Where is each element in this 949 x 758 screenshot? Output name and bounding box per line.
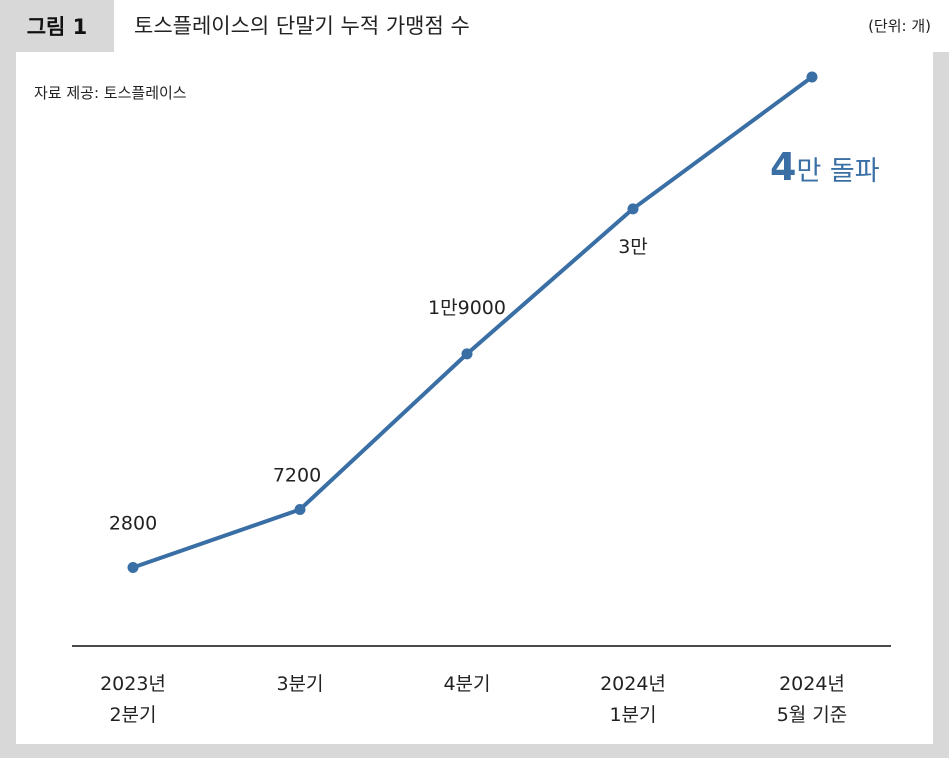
figure-label: 그림 1 [26, 15, 88, 39]
data-point [461, 348, 473, 360]
x-tick-label: 3분기 [276, 673, 323, 695]
x-tick-label: 2024년 [779, 673, 845, 695]
chart-panel: 2800 7200 1만9000 3만 2023년 2분기 3분기 4분기 2024년 1분기 20… [16, 52, 933, 744]
line-chart: 2800 7200 1만9000 3만 2023년 2분기 3분기 4분기 2024년 1분기 20… [72, 71, 891, 726]
figure-header: 그림 1 토스플레이스의 단말기 누적 가맹점 수 (단위: 개) [0, 0, 949, 52]
data-point [294, 503, 306, 515]
callout-text: 4만 돌파 [770, 145, 880, 189]
callout-suffix: 만 돌파 [796, 156, 879, 187]
x-tick-label: 2023년 [100, 673, 166, 695]
data-label: 7200 [273, 464, 321, 486]
series-line [131, 75, 814, 570]
x-tick-label: 2024년 [600, 673, 666, 695]
source-note: 자료 제공: 토스플레이스 [34, 84, 187, 102]
figure-title-bar: 토스플레이스의 단말기 누적 가맹점 수 (단위: 개) [114, 0, 949, 52]
data-label: 2800 [109, 512, 157, 534]
data-point [806, 71, 818, 83]
x-tick-label: 4분기 [443, 673, 490, 695]
x-tick-label: 2분기 [109, 704, 156, 726]
callout-number: 4 [770, 145, 796, 189]
data-point [127, 561, 139, 573]
figure-title: 토스플레이스의 단말기 누적 가맹점 수 [134, 14, 470, 38]
data-label: 1만9000 [428, 297, 506, 319]
data-point [627, 203, 639, 215]
x-tick-label: 1분기 [609, 704, 656, 726]
data-label: 3만 [618, 236, 648, 258]
unit-note: (단위: 개) [868, 17, 931, 35]
x-tick-label: 5월 기준 [777, 704, 848, 726]
